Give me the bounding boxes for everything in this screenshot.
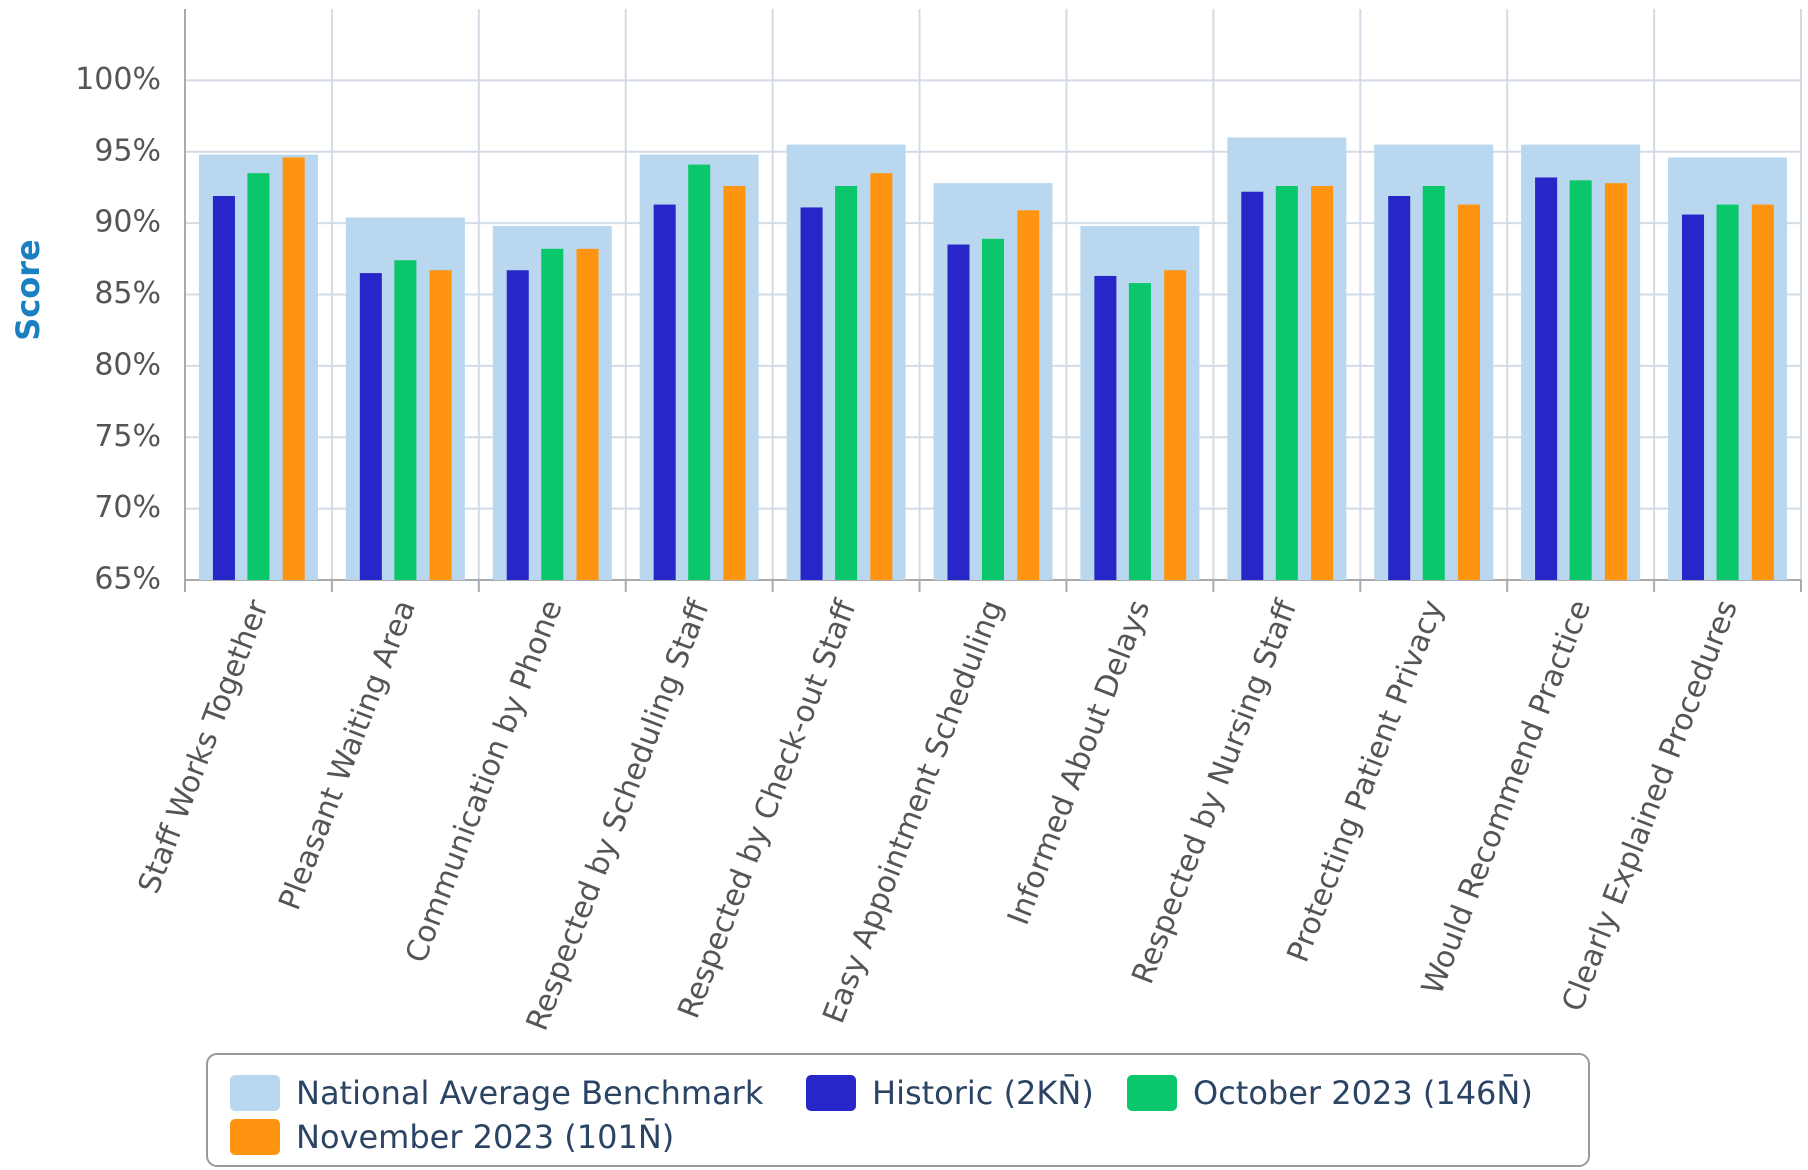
bar bbox=[429, 270, 452, 580]
bar bbox=[688, 164, 711, 580]
y-axis-label: Score bbox=[9, 239, 47, 340]
bar bbox=[1241, 191, 1264, 580]
bar bbox=[1094, 275, 1117, 580]
bar bbox=[947, 244, 970, 580]
bar bbox=[1388, 196, 1411, 580]
bar bbox=[541, 248, 564, 580]
x-tick-label: Would Recommend Practice bbox=[1415, 595, 1598, 999]
bar bbox=[1275, 186, 1298, 580]
x-tick-label: Easy Appointment Scheduling bbox=[816, 595, 1010, 1028]
bar bbox=[247, 173, 270, 580]
bar bbox=[1128, 283, 1151, 580]
legend-label: October 2023 (146N̄) bbox=[1193, 1073, 1533, 1112]
bar bbox=[1751, 204, 1774, 580]
bar bbox=[1164, 270, 1187, 580]
x-tick-label: Staff Works Together bbox=[132, 595, 276, 899]
bar bbox=[981, 238, 1005, 580]
legend-label: Historic (2KN̄) bbox=[872, 1073, 1094, 1112]
bar bbox=[576, 248, 599, 580]
legend-swatch bbox=[230, 1119, 280, 1155]
x-tick-label: Pleasant Waiting Area bbox=[272, 595, 423, 915]
bar bbox=[1569, 180, 1592, 581]
x-tick-label: Respected by Nursing Staff bbox=[1125, 594, 1304, 989]
y-tick-label: 65% bbox=[94, 562, 161, 597]
x-tick-label: Communication by Phone bbox=[399, 595, 570, 967]
x-tick-label: Respected by Check-out Staff bbox=[671, 594, 864, 1023]
y-tick-label: 95% bbox=[94, 133, 161, 168]
bar bbox=[212, 196, 235, 580]
y-tick-label: 70% bbox=[94, 490, 161, 525]
bar bbox=[506, 270, 529, 580]
y-tick-label: 80% bbox=[94, 347, 161, 382]
legend-label: National Average Benchmark bbox=[296, 1074, 764, 1112]
bar bbox=[359, 273, 382, 580]
bar bbox=[723, 186, 746, 580]
bar bbox=[653, 204, 676, 580]
legend-box bbox=[206, 1053, 1590, 1167]
bar bbox=[1716, 204, 1739, 580]
bar bbox=[1535, 177, 1558, 580]
legend-label: November 2023 (101N̄) bbox=[296, 1117, 674, 1156]
x-tick-label: Informed About Delays bbox=[1001, 595, 1157, 929]
bar bbox=[394, 260, 417, 580]
bar bbox=[1604, 183, 1627, 580]
x-tick-label: Protecting Patient Privacy bbox=[1281, 595, 1452, 967]
bar bbox=[1422, 186, 1445, 580]
bar bbox=[1682, 214, 1705, 580]
bar bbox=[1311, 186, 1334, 580]
legend-swatch bbox=[230, 1075, 280, 1111]
x-tick-label: Clearly Explained Procedures bbox=[1556, 595, 1745, 1016]
y-tick-label: 90% bbox=[94, 205, 161, 240]
bar bbox=[800, 207, 823, 581]
legend-swatch bbox=[1127, 1075, 1177, 1111]
legend-swatch bbox=[806, 1075, 856, 1111]
bar bbox=[1457, 204, 1481, 580]
bar bbox=[1017, 210, 1040, 580]
y-tick-label: 100% bbox=[75, 62, 161, 97]
bar bbox=[870, 173, 893, 580]
bar bbox=[835, 186, 858, 580]
bar bbox=[282, 157, 305, 580]
y-tick-label: 75% bbox=[94, 419, 161, 454]
y-tick-label: 85% bbox=[94, 276, 161, 311]
